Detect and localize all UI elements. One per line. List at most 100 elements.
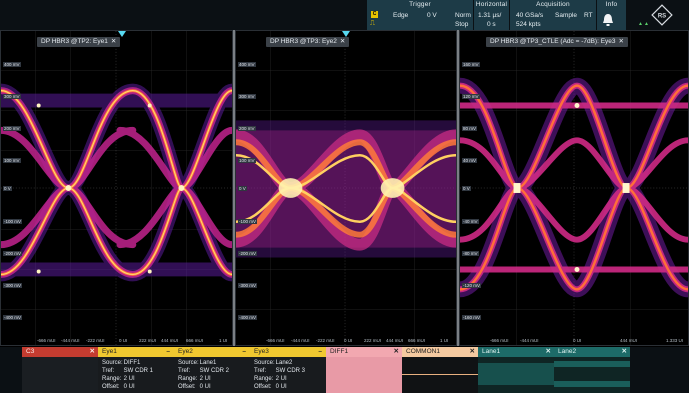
toolbar-empty-area <box>0 0 366 30</box>
channel-diff1-preview <box>326 357 402 393</box>
acquisition-panel[interactable]: Acquisition 40 GSa/s Sample RT 524 kpts <box>509 0 596 30</box>
channel-lane1-label: Lane1 <box>482 348 501 355</box>
minimize-icon[interactable]: – <box>166 348 170 355</box>
tref-value: SW CDR 1 <box>123 368 154 374</box>
close-icon[interactable]: ✕ <box>393 348 399 355</box>
status-dots-icon: ▲▲ <box>638 21 650 27</box>
x-axis-label: -444 mUI <box>520 338 539 343</box>
eye3-title-tab[interactable]: DP HBR3 @TP3_CTLE (Adc = -7dB): Eye3 ✕ <box>486 37 628 47</box>
range-key: Range: <box>178 376 198 382</box>
close-icon[interactable]: ✕ <box>618 38 624 45</box>
channel-eye3-details: Source: Lane2 Tref: SW CDR 3 Range: 2 UI… <box>250 357 326 393</box>
horizontal-panel[interactable]: Horizontal 1.31 µs/ 0 s <box>473 0 509 30</box>
channel-c3-header[interactable]: C3 ✕ <box>22 347 98 357</box>
x-axis-label: 444 mUI <box>386 338 404 343</box>
x-axis-label: 1.333 UI <box>666 338 684 343</box>
waveform-trace <box>478 363 554 385</box>
minimize-icon[interactable]: – <box>242 348 246 355</box>
channel-eye1-header[interactable]: Eye1 – <box>98 347 174 357</box>
channel-eye1[interactable]: Eye1 – Source: DIFF1 Tref: SW CDR 1 Rang… <box>98 347 174 393</box>
eye-diagram-2[interactable]: DP HBR3 @TP3: Eye2 ✕ 400 mV 300 mV 200 mV… <box>235 30 457 346</box>
channel-eye1-info: Source: DIFF1 Tref: SW CDR 1 Range: 2 UI… <box>102 359 153 391</box>
trigger-position-marker[interactable] <box>342 31 350 37</box>
y-axis-label: 0 V <box>238 186 247 191</box>
y-axis-label: 100 mV <box>3 158 21 163</box>
y-axis-label: 120 mV <box>462 94 480 99</box>
channel-eye2[interactable]: Eye2 – Source: Lane1 Tref: SW CDR 2 Rang… <box>174 347 250 393</box>
close-icon[interactable]: ✕ <box>89 348 95 355</box>
eye-diagram-3-plot <box>460 31 688 345</box>
diagram-splitter[interactable] <box>457 30 459 346</box>
close-icon[interactable]: ✕ <box>469 348 475 355</box>
x-axis-label: 444 mUI <box>620 338 638 343</box>
eye-diagram-3[interactable]: DP HBR3 @TP3_CTLE (Adc = -7dB): Eye3 ✕ 16… <box>459 30 689 346</box>
x-axis-label: -222 mUI <box>86 338 105 343</box>
acquisition-mode: Sample <box>555 12 578 19</box>
y-axis-label: -200 mV <box>3 251 23 256</box>
trigger-type: Edge <box>393 12 409 19</box>
x-axis-label: 1 UI <box>219 338 228 343</box>
channel-lane2[interactable]: Lane2 ✕ <box>554 347 630 393</box>
eye1-title-tab[interactable]: DP HBR3 @TP2: Eye1 ✕ <box>37 37 121 47</box>
channel-lane2-preview <box>554 357 630 393</box>
range-value: 2 UI <box>275 376 287 382</box>
channel-eye3[interactable]: Eye3 – Source: Lane2 Tref: SW CDR 3 Rang… <box>250 347 326 393</box>
bell-icon[interactable] <box>602 13 614 27</box>
close-icon[interactable]: ✕ <box>339 38 346 45</box>
close-icon[interactable]: ✕ <box>110 38 117 45</box>
y-axis-label: -100 mV <box>3 219 23 224</box>
trigger-header: Trigger <box>409 1 431 8</box>
x-axis-label: 1 UI <box>440 338 449 343</box>
source-key: Source: <box>178 360 199 366</box>
y-axis-label: 200 mV <box>238 126 256 131</box>
channel-eye3-header[interactable]: Eye3 – <box>250 347 326 357</box>
channel-lane1-header[interactable]: Lane1 ✕ <box>478 347 554 357</box>
trigger-position-marker[interactable] <box>118 31 126 37</box>
y-axis-label: 300 mV <box>3 94 21 99</box>
horizontal-header: Horizontal <box>475 1 508 8</box>
offset-key: Offset: <box>102 384 120 390</box>
channel-lane1-preview <box>478 357 554 393</box>
close-icon[interactable]: ✕ <box>621 348 627 355</box>
y-axis-label: 400 mV <box>238 62 256 67</box>
source-key: Source: <box>254 360 275 366</box>
channel-common1[interactable]: COMMON1 ✕ <box>402 347 478 393</box>
eye1-title: DP HBR3 @TP2: Eye1 <box>41 38 108 45</box>
minimize-icon[interactable]: – <box>318 348 322 355</box>
channel-common1-header[interactable]: COMMON1 ✕ <box>402 347 478 357</box>
eye-diagram-1[interactable]: DP HBR3 @TP2: Eye1 ✕ 400 mV 300 mV 200 mV… <box>0 30 233 346</box>
range-value: 2 UI <box>199 376 211 382</box>
channel-eye2-details: Source: Lane1 Tref: SW CDR 2 Range: 2 UI… <box>174 357 250 393</box>
trigger-level: 0 V <box>427 12 437 19</box>
rising-edge-icon: ⎍ <box>370 20 375 27</box>
trigger-source-icon: C <box>371 11 378 18</box>
x-axis-label: 222 mUI <box>364 338 382 343</box>
channel-eye1-details: Source: DIFF1 Tref: SW CDR 1 Range: 2 UI… <box>98 357 174 393</box>
info-panel[interactable]: Info <box>596 0 626 30</box>
trigger-panel[interactable]: Trigger C ⎍ Edge 0 V Norm Stop <box>366 0 473 30</box>
diagram-splitter[interactable] <box>233 30 235 346</box>
channel-c3[interactable]: C3 ✕ <box>22 347 98 393</box>
top-toolbar: Trigger C ⎍ Edge 0 V Norm Stop Horizonta… <box>0 0 689 30</box>
eye-diagram-2-plot <box>236 31 456 345</box>
x-axis-label: 666 mUI <box>408 338 426 343</box>
horizontal-position: 0 s <box>487 21 496 28</box>
channel-eye2-header[interactable]: Eye2 – <box>174 347 250 357</box>
info-header: Info <box>605 1 618 8</box>
channel-diff1-label: DIFF1 <box>330 348 349 355</box>
channel-eye2-label: Eye2 <box>178 348 193 355</box>
y-axis-label: -120 mV <box>462 283 482 288</box>
y-axis-label: -80 mV <box>462 251 479 256</box>
channel-lane1[interactable]: Lane1 ✕ <box>478 347 554 393</box>
close-icon[interactable]: ✕ <box>545 348 551 355</box>
channel-lane2-label: Lane2 <box>558 348 577 355</box>
range-key: Range: <box>102 376 122 382</box>
eye2-title-tab[interactable]: DP HBR3 @TP3: Eye2 ✕ <box>266 37 350 47</box>
channel-lane2-header[interactable]: Lane2 ✕ <box>554 347 630 357</box>
x-axis-label: 0 UI <box>573 338 582 343</box>
range-value: 2 UI <box>123 376 135 382</box>
offset-value: 0 UI <box>123 384 135 390</box>
channel-diff1-header[interactable]: DIFF1 ✕ <box>326 347 402 357</box>
channel-diff1[interactable]: DIFF1 ✕ <box>326 347 402 393</box>
y-axis-label: 160 mV <box>462 62 480 67</box>
